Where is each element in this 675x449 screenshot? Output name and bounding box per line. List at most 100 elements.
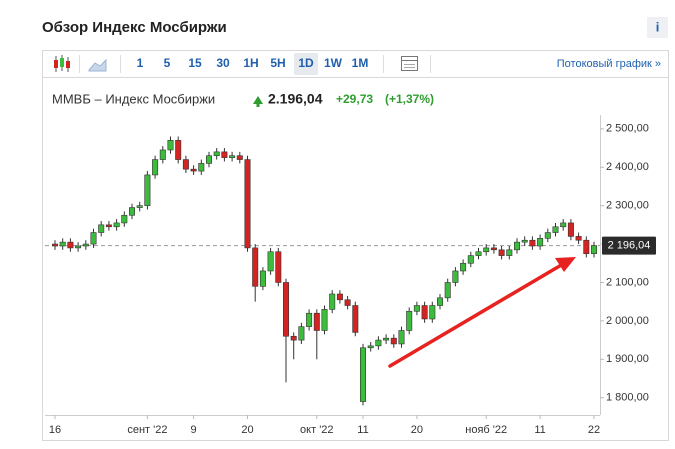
candle-body — [490, 247, 497, 251]
change: +29,73 — [336, 92, 373, 106]
candle-body — [244, 159, 251, 249]
y-tick-label: 2 100,00 — [606, 276, 649, 288]
candle-body — [229, 155, 236, 158]
candle-body — [421, 305, 428, 320]
page-title: Обзор Индекс Мосбиржи — [42, 19, 227, 36]
widget-frame — [42, 50, 669, 441]
interval-button[interactable]: 1D — [298, 56, 314, 70]
instrument-name: ММВБ – Индекс Мосбиржи — [52, 91, 215, 106]
candle-body — [429, 305, 436, 320]
candle-body — [390, 337, 397, 345]
candle-body — [159, 149, 166, 160]
candle-body — [306, 312, 313, 327]
last-price-label: 2 196,04 — [608, 239, 651, 251]
info-button[interactable] — [647, 17, 668, 38]
candle-body — [575, 236, 582, 241]
y-tick-label: 2 400,00 — [606, 161, 649, 173]
candle-body — [413, 305, 420, 312]
candle-body — [552, 226, 559, 233]
candle-body — [313, 312, 320, 331]
candle-body — [321, 309, 328, 331]
info-icon[interactable]: i — [656, 19, 660, 34]
candle-body — [336, 293, 343, 301]
candle-body — [252, 247, 259, 287]
price: 2.196,04 — [268, 91, 323, 107]
table-icon[interactable] — [401, 56, 418, 71]
candle-body — [236, 155, 243, 160]
interval-button[interactable]: 1 — [137, 56, 144, 70]
candle-body — [167, 140, 174, 151]
candle-body — [467, 255, 474, 264]
x-tick-label: 11 — [357, 424, 368, 436]
x-tick-label: 22 — [588, 424, 600, 436]
y-tick-label: 2 000,00 — [606, 315, 649, 327]
change-pct: (+1,37%) — [385, 92, 434, 106]
interval-button[interactable]: 30 — [216, 56, 230, 70]
candle-body — [267, 251, 274, 272]
interval-buttons: 1 5 15 30 1H 5H 1D 1W 1M — [137, 53, 369, 75]
candle-body — [136, 205, 143, 208]
candle-body — [75, 245, 82, 249]
interval-button[interactable]: 5 — [164, 56, 171, 70]
candle-body — [583, 239, 590, 254]
y-tick-label: 2 300,00 — [606, 200, 649, 212]
candle-body — [498, 249, 505, 256]
last-price-box — [602, 236, 656, 255]
candle-body — [460, 262, 467, 272]
x-tick-label: сент '22 — [127, 424, 167, 436]
interval-button[interactable]: 1W — [324, 56, 343, 70]
candle-body — [290, 335, 297, 341]
candle-body — [452, 270, 459, 283]
candle-body — [591, 245, 597, 254]
interval-button[interactable]: 1M — [352, 56, 369, 70]
candle-body — [398, 330, 405, 345]
candle-body — [182, 159, 189, 170]
candle-body — [221, 151, 228, 158]
candle-body — [521, 239, 528, 243]
candle-body — [537, 238, 544, 247]
candle-body — [514, 241, 520, 251]
candle-body — [190, 168, 197, 172]
up-arrow — [253, 96, 263, 104]
selected-interval-bg — [294, 53, 318, 75]
candle-body — [475, 251, 482, 256]
candle-body — [144, 174, 151, 206]
candle-body — [283, 282, 289, 337]
area-icon[interactable] — [88, 58, 107, 72]
candle-body — [352, 305, 359, 333]
plot: 1 800,001 900,002 000,002 100,002 200,00… — [45, 123, 656, 436]
candle-body — [52, 243, 58, 247]
candle-body — [275, 251, 282, 283]
x-tick-label: 20 — [241, 424, 253, 436]
candle-body — [105, 224, 112, 228]
interval-button[interactable]: 5H — [270, 56, 285, 70]
candle-body — [544, 232, 551, 239]
y-tick-label: 1 800,00 — [606, 392, 649, 404]
candle-body — [90, 232, 97, 245]
candle-body — [383, 337, 390, 341]
candle-body — [375, 339, 382, 347]
x-tick-label: нояб '22 — [465, 424, 507, 436]
candle-body — [344, 299, 351, 306]
candle-body — [67, 241, 74, 249]
interval-button[interactable]: 1H — [243, 56, 258, 70]
candle-body — [444, 282, 451, 299]
candle-body — [175, 140, 182, 160]
candle-body — [213, 151, 220, 157]
stream-link[interactable]: Потоковый график » — [557, 58, 661, 70]
candle-body — [406, 310, 413, 331]
candle-icon[interactable] — [54, 55, 70, 72]
candle-body — [259, 270, 266, 287]
up-arrow-stem — [256, 104, 260, 107]
candle-body — [152, 159, 159, 176]
candle-body — [98, 224, 105, 233]
candle-body — [206, 155, 212, 164]
candle-body — [529, 239, 536, 247]
candle-body — [483, 247, 490, 253]
candle-body — [298, 326, 305, 341]
x-tick-label: 11 — [534, 424, 545, 436]
candle-body — [329, 293, 336, 310]
candle-body — [198, 163, 205, 172]
interval-button[interactable]: 15 — [188, 56, 202, 70]
